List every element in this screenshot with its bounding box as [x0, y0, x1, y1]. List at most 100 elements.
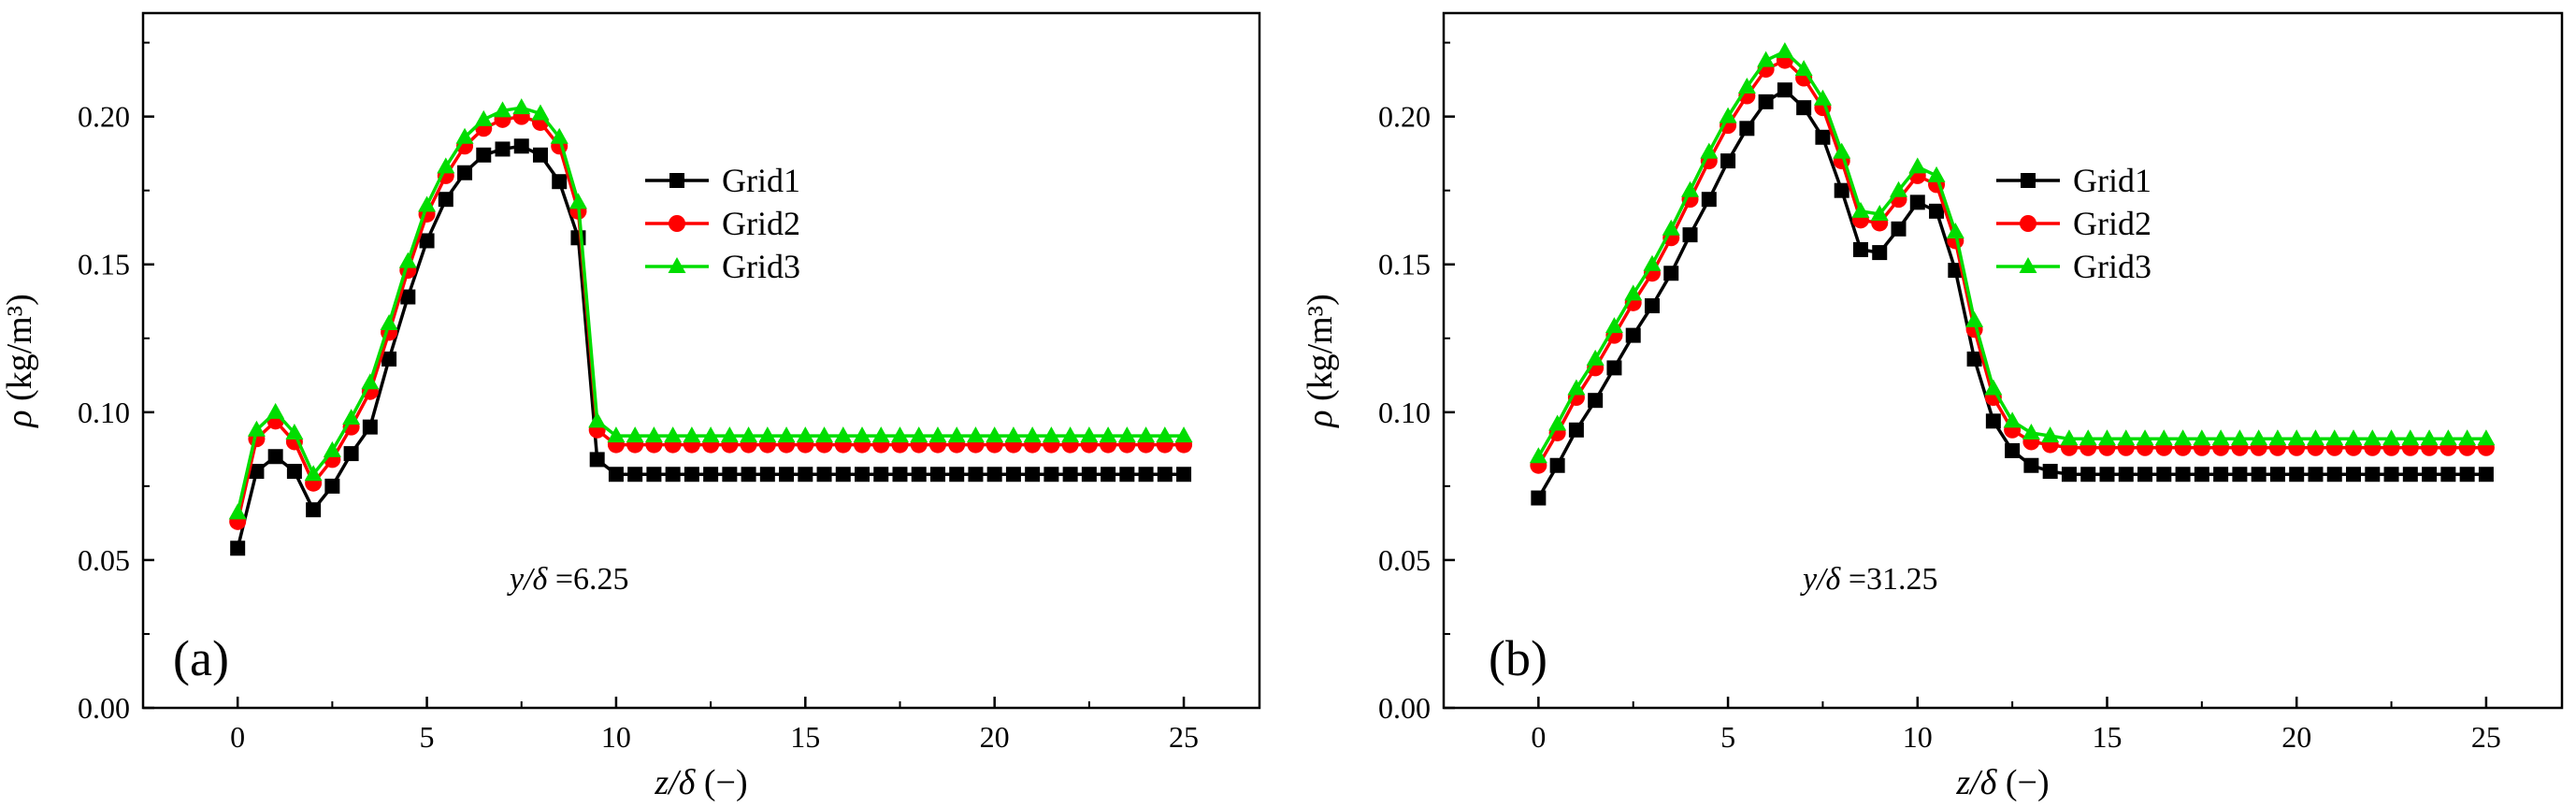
- legend-marker-grid2: [2020, 215, 2036, 232]
- data-point-grid1: [1043, 467, 1059, 483]
- data-point-grid1: [419, 233, 435, 249]
- data-point-grid3: [398, 252, 417, 268]
- plot-frame: [141, 11, 1261, 710]
- data-point-grid3: [986, 426, 1004, 443]
- data-point-grid3: [1776, 42, 1794, 59]
- data-point-grid1: [230, 540, 246, 556]
- data-point-grid1: [1005, 467, 1021, 483]
- x-tick-label: 25: [2471, 720, 2501, 754]
- data-point-grid1: [495, 141, 511, 157]
- data-point-grid1: [2308, 467, 2324, 483]
- data-point-grid1: [1948, 263, 1964, 279]
- data-point-grid1: [589, 452, 605, 468]
- data-point-grid3: [910, 426, 928, 443]
- data-point-grid3: [304, 465, 323, 482]
- data-point-grid1: [1606, 360, 1622, 376]
- data-point-grid1: [855, 467, 871, 483]
- data-point-grid3: [2154, 429, 2173, 446]
- data-point-grid1: [381, 351, 397, 367]
- y-axis-unit: (kg/m³): [1301, 294, 1340, 410]
- data-point-grid3: [1548, 414, 1567, 431]
- y-tick-label: 0.05: [1378, 543, 1431, 577]
- data-point-grid3: [2306, 429, 2324, 446]
- y-tick-label: 0.20: [78, 100, 130, 134]
- data-point-grid3: [2268, 429, 2287, 446]
- data-point-grid1: [741, 467, 756, 483]
- data-point-grid1: [1758, 94, 1774, 109]
- data-point-grid1: [1720, 153, 1736, 169]
- data-point-grid3: [758, 426, 777, 443]
- data-point-grid1: [286, 464, 302, 480]
- data-point-grid1: [2383, 467, 2399, 483]
- data-point-grid3: [1719, 107, 1737, 123]
- data-point-grid1: [1119, 467, 1135, 483]
- data-point-grid3: [2439, 429, 2457, 446]
- data-point-grid3: [494, 101, 512, 118]
- data-point-grid1: [249, 464, 265, 480]
- data-point-grid1: [2269, 467, 2285, 483]
- data-point-grid1: [570, 230, 586, 246]
- legend-label-grid2: Grid2: [722, 205, 800, 242]
- data-point-grid1: [608, 467, 624, 483]
- data-point-grid3: [2041, 426, 2060, 443]
- data-point-grid1: [1739, 121, 1755, 137]
- data-point-grid1: [949, 467, 965, 483]
- legend-label-grid2: Grid2: [2073, 205, 2151, 242]
- x-tick-label: 20: [980, 720, 1010, 754]
- data-point-grid3: [2401, 429, 2420, 446]
- data-point-grid3: [890, 426, 909, 443]
- data-point-grid3: [2079, 429, 2097, 446]
- data-point-grid3: [2344, 429, 2363, 446]
- x-tick-label: 0: [230, 720, 245, 754]
- data-point-grid3: [1813, 89, 1832, 106]
- data-point-grid1: [2422, 467, 2438, 483]
- data-point-grid3: [720, 426, 739, 443]
- x-tick-label: 5: [420, 720, 435, 754]
- data-point-grid3: [1624, 284, 1643, 301]
- data-point-grid1: [1872, 245, 1888, 261]
- data-point-grid1: [1815, 129, 1831, 145]
- data-point-grid1: [2156, 467, 2172, 483]
- data-point-grid1: [1062, 467, 1078, 483]
- y-axis-title: ρ (kg/m³): [0, 294, 39, 428]
- data-point-grid3: [285, 423, 304, 440]
- data-point-grid3: [1529, 447, 1547, 464]
- data-point-grid1: [457, 165, 473, 180]
- data-point-grid3: [2211, 429, 2230, 446]
- x-tick-label: 15: [790, 720, 820, 754]
- data-point-grid1: [2137, 467, 2153, 483]
- x-axis-title: z/δ (−): [1955, 763, 2049, 802]
- data-point-grid3: [2325, 429, 2344, 446]
- data-point-grid3: [1737, 78, 1756, 94]
- data-point-grid1: [476, 147, 492, 163]
- x-axis-variable: z/δ: [654, 763, 696, 802]
- data-point-grid1: [1025, 467, 1041, 483]
- data-point-grid3: [1870, 204, 1889, 221]
- y-tick-label: 0.10: [1378, 396, 1431, 429]
- data-point-grid3: [1681, 180, 1700, 197]
- data-point-grid1: [2023, 457, 2039, 473]
- data-point-grid1: [1081, 467, 1097, 483]
- data-point-grid1: [2080, 467, 2096, 483]
- data-point-grid3: [2250, 429, 2268, 446]
- data-point-grid3: [777, 426, 796, 443]
- data-point-grid1: [1644, 298, 1660, 314]
- data-point-grid3: [2477, 429, 2496, 446]
- data-point-grid3: [1965, 310, 1984, 327]
- data-point-grid1: [2042, 464, 2058, 480]
- data-point-grid1: [2005, 442, 2021, 458]
- data-point-grid1: [2251, 467, 2267, 483]
- data-point-grid1: [2402, 467, 2418, 483]
- data-point-grid3: [683, 426, 701, 443]
- data-point-grid3: [455, 127, 474, 144]
- data-point-grid1: [2099, 467, 2115, 483]
- data-point-grid3: [323, 440, 341, 457]
- data-point-grid1: [798, 467, 813, 483]
- y-axis-variable: ρ: [1301, 411, 1340, 428]
- data-point-grid3: [796, 426, 814, 443]
- data-point-grid3: [1700, 142, 1719, 159]
- data-point-grid1: [1891, 221, 1907, 237]
- data-point-grid1: [343, 446, 359, 462]
- x-tick-label: 10: [1903, 720, 1933, 754]
- data-point-grid1: [2346, 467, 2362, 483]
